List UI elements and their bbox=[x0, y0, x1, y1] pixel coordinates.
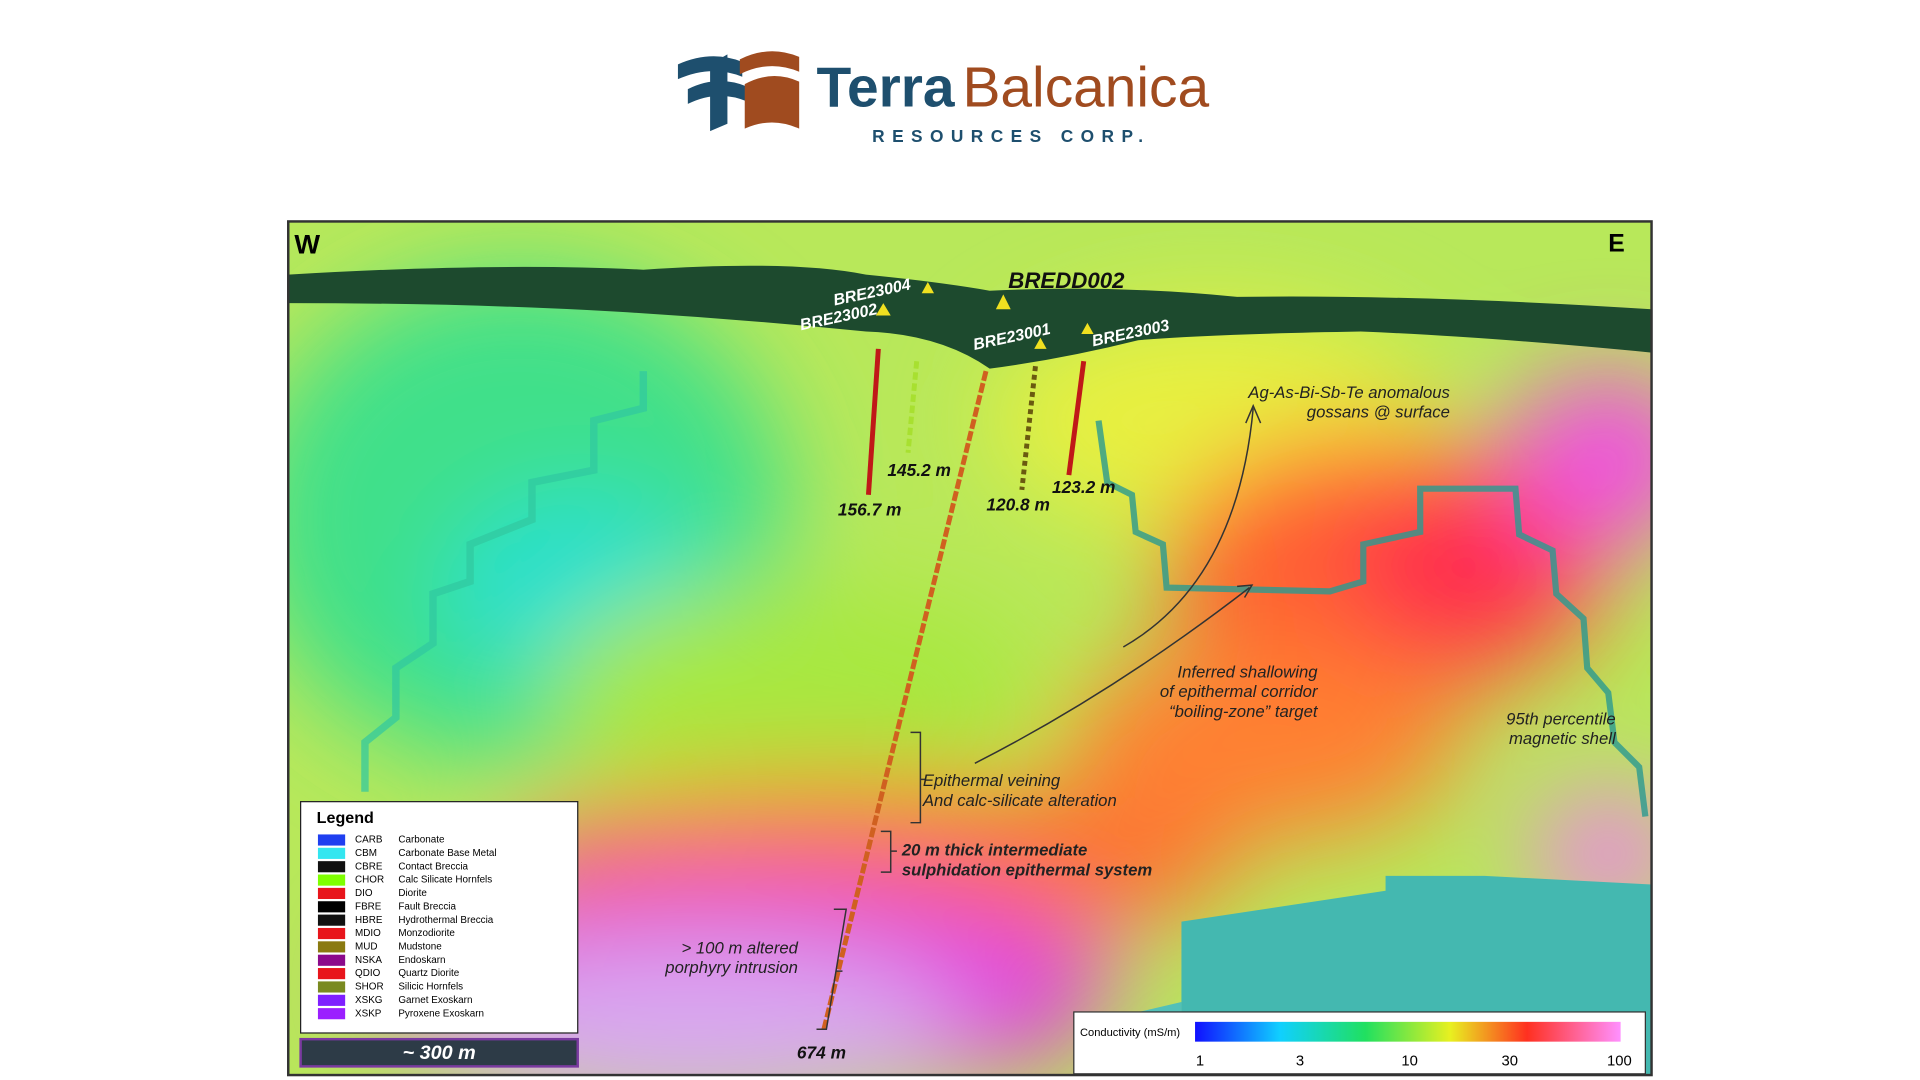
depth-label: 120.8 m bbox=[986, 495, 1049, 515]
legend-code: MUD bbox=[355, 941, 378, 952]
drill-traces bbox=[821, 282, 1094, 1030]
annotation: Inferred shallowing bbox=[1177, 662, 1318, 681]
legend-code: CHOR bbox=[355, 875, 384, 886]
annotation: And calc-silicate alteration bbox=[922, 791, 1117, 810]
legend-name: Garnet Exoskarn bbox=[398, 995, 472, 1006]
colorbar-box bbox=[1073, 1011, 1646, 1075]
legend-name: Calc Silicate Hornfels bbox=[398, 875, 492, 886]
annotation: porphyry intrusion bbox=[664, 958, 798, 977]
legend-name: Quartz Diorite bbox=[398, 968, 459, 979]
legend-name: Mudstone bbox=[398, 941, 442, 952]
legend-name: Carbonate bbox=[398, 835, 445, 846]
scale-bar-label: ~ 300 m bbox=[403, 1042, 476, 1064]
legend-name: Pyroxene Exoskarn bbox=[398, 1008, 484, 1019]
legend-code: MDIO bbox=[355, 928, 381, 939]
legend-swatch bbox=[317, 941, 346, 953]
colorbar-tick-label: 30 bbox=[1501, 1053, 1518, 1069]
annotation: 95th percentile bbox=[1506, 709, 1615, 728]
legend-code: XSKG bbox=[355, 995, 382, 1006]
legend-code: CBRE bbox=[355, 861, 383, 872]
legend-swatch bbox=[317, 1008, 346, 1020]
legend-swatch bbox=[317, 927, 346, 940]
arrows bbox=[816, 403, 1262, 1031]
west-label: W bbox=[294, 228, 320, 259]
annotation: Epithermal veining bbox=[923, 771, 1061, 790]
annotation: “boiling-zone” target bbox=[1169, 702, 1319, 721]
legend-swatch bbox=[317, 968, 346, 980]
legend-code: SHOR bbox=[355, 982, 384, 993]
colorbar-label: Conductivity (mS/m) bbox=[1080, 1027, 1180, 1039]
legend-swatch bbox=[317, 981, 346, 993]
colorbar-tick-label: 3 bbox=[1296, 1053, 1304, 1069]
legend-name: Contact Breccia bbox=[398, 861, 468, 872]
annotation: of epithermal corridor bbox=[1160, 682, 1319, 701]
legend-code: FBRE bbox=[355, 901, 382, 912]
logo-subtitle: RESOURCES CORP. bbox=[872, 126, 1150, 146]
legend-code: XSKP bbox=[355, 1008, 382, 1019]
legend-name: Monzodiorite bbox=[398, 928, 455, 939]
logo: Terra Balcanica RESOURCES CORP. bbox=[677, 51, 1210, 146]
east-label: E bbox=[1608, 230, 1625, 257]
colorbar bbox=[1195, 1021, 1621, 1042]
legend-title: Legend bbox=[317, 809, 374, 827]
legend-swatch bbox=[317, 994, 346, 1006]
legend-swatch bbox=[317, 874, 346, 886]
logo-name: Terra bbox=[816, 56, 954, 120]
legend-swatch bbox=[317, 834, 346, 846]
annotation: 20 m thick intermediate bbox=[901, 841, 1088, 860]
legend-swatch bbox=[317, 847, 346, 859]
depth-label: 156.7 m bbox=[838, 500, 901, 520]
legend-code: CARB bbox=[355, 835, 383, 846]
legend-name: Diorite bbox=[398, 888, 427, 899]
legend-name: Endoskarn bbox=[398, 955, 445, 966]
legend-code: DIO bbox=[355, 888, 373, 899]
colorbar-tick-label: 1 bbox=[1196, 1053, 1204, 1069]
section-frame bbox=[287, 220, 1653, 1077]
annotation: > 100 m altered bbox=[682, 938, 799, 957]
depth-label: 145.2 m bbox=[887, 460, 950, 480]
legend-code: NSKA bbox=[355, 955, 382, 966]
legend-box bbox=[300, 801, 579, 1034]
legend-swatch bbox=[317, 887, 346, 900]
legend-swatch bbox=[317, 861, 346, 873]
annotation: Ag-As-Bi-Sb-Te anomalous bbox=[1247, 383, 1450, 402]
legend-swatch bbox=[317, 954, 346, 966]
colorbar-tick-label: 10 bbox=[1401, 1053, 1418, 1069]
legend-code: CBM bbox=[355, 848, 377, 859]
legend-name: Carbonate Base Metal bbox=[398, 848, 496, 859]
legend-code: HBRE bbox=[355, 915, 383, 926]
annotation: sulphidation epithermal system bbox=[902, 860, 1153, 879]
legend-name: Hydrothermal Breccia bbox=[398, 915, 493, 926]
drillhole-label: BREDD002 bbox=[1008, 268, 1125, 293]
scale-bar bbox=[299, 1037, 579, 1068]
depth-label: 674 m bbox=[797, 1043, 846, 1063]
depth-label: 123.2 m bbox=[1052, 477, 1115, 497]
legend-swatch bbox=[317, 914, 346, 926]
logo-name: Balcanica bbox=[962, 56, 1209, 120]
annotation: magnetic shell bbox=[1509, 729, 1617, 748]
legend-name: Fault Breccia bbox=[398, 901, 456, 912]
legend-code: QDIO bbox=[355, 968, 381, 979]
colorbar-tick-label: 100 bbox=[1607, 1053, 1632, 1069]
legend-swatch bbox=[317, 901, 346, 913]
annotation: gossans @ surface bbox=[1307, 403, 1450, 422]
legend-name: Silicic Hornfels bbox=[398, 982, 463, 993]
